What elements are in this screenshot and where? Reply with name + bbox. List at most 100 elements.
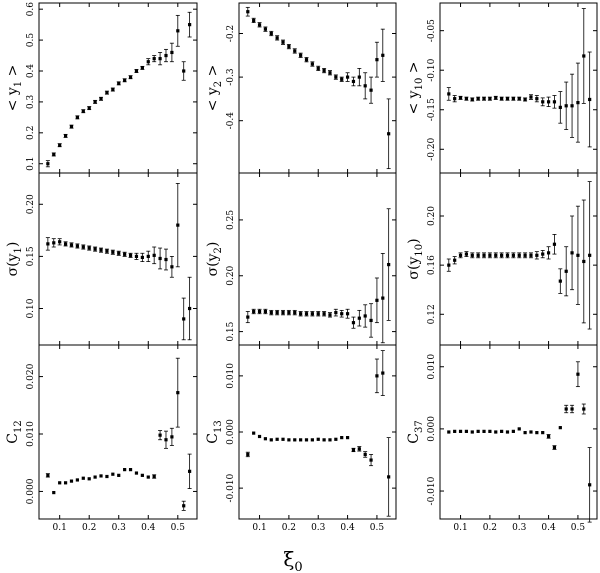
data-point [123,468,127,472]
data-point [252,309,256,314]
data-point [105,474,109,479]
data-point [447,92,451,96]
data-point [334,311,338,315]
data-point [381,53,385,57]
data-point [529,95,533,99]
data-point [523,97,527,102]
data-point [363,452,367,457]
data-point [111,250,115,254]
data-point [275,437,279,441]
data-point [381,371,385,375]
data-point [182,317,186,321]
y-tick-label: 0.000 [26,478,36,504]
data-point [304,438,309,442]
data-point [541,431,545,435]
y-tick-label: 0.000 [427,416,437,442]
data-point [257,434,262,439]
data-point [123,252,127,256]
y-tick-label: 0.010 [226,363,236,389]
data-point [146,60,150,64]
data-point [176,391,180,395]
data-point [99,248,103,252]
x-tick-label: 0.1 [53,523,67,533]
y-tick-label: -0.010 [226,473,236,502]
data-point [588,97,592,102]
data-point [158,433,162,437]
data-point [46,162,50,166]
data-point [453,429,457,433]
data-point [299,53,303,57]
data-point [281,311,285,315]
x-tick-label: 0.5 [571,523,586,533]
data-point [453,258,457,262]
data-point [81,245,85,249]
data-point [287,44,291,49]
panel-frame [38,172,198,346]
data-point [87,246,91,250]
data-point [387,132,391,136]
y-axis-label: < y2 > [205,65,224,112]
data-point [570,407,574,411]
x-tick-label: 0.2 [82,523,96,533]
data-point [52,241,56,245]
panel-sigma-y10: 0.12 0.16 0.20 σ(y10) [406,172,598,346]
data-point [564,269,568,273]
data-point [387,475,391,479]
data-point [46,473,50,477]
y-tick-label: -0.3 [226,68,236,86]
y-axis-label: < y10 > [406,61,425,114]
data-point [299,312,303,316]
data-point [128,253,133,257]
data-point [576,372,580,376]
panel-mean-y1: 0.1 0.2 0.3 0.4 0.5 0.6 < y1 > [5,2,198,174]
data-point [164,53,168,58]
data-point [69,125,74,129]
data-point [500,97,504,101]
data-point [363,314,367,318]
data-point [117,81,121,85]
y-tick-label: 0.15 [26,246,36,266]
data-point [494,430,498,434]
y-tick-label: 0.2 [26,126,36,140]
data-point [263,27,268,31]
data-point [164,257,168,262]
data-point [523,253,527,257]
data-point [447,263,451,267]
data-point [588,253,592,257]
y-tick-label: -0.20 [427,137,437,160]
data-point [75,115,79,119]
x-tick-label: 0.1 [252,523,266,533]
data-point [476,97,480,101]
data-point [564,407,568,411]
data-point [176,29,180,33]
panel-c13: -0.010 0.000 0.010 0.1 0.2 0.3 0.4 0.5 C13 [205,344,397,533]
data-point [69,243,74,247]
data-point [75,244,79,248]
data-point [357,316,361,320]
data-point [123,78,127,82]
data-point [128,468,133,472]
panels-group: 0.1 0.2 0.3 0.4 0.5 0.6 < y1 > -0.2 -0.3 -0.4< y2… [5,2,598,533]
y-tick-label: 0.1 [26,157,36,171]
panel-frame [439,344,598,520]
data-point [552,445,557,450]
data-point [111,87,115,92]
data-point [176,223,180,227]
data-point [529,430,533,434]
data-point [140,255,144,260]
data-point [345,312,350,316]
data-point [293,438,297,442]
data-point [93,475,97,479]
panel-mean-y2: -0.2 -0.3 -0.4< y2 > [205,2,397,174]
data-point [322,438,326,442]
data-point [257,309,262,314]
data-point [458,96,463,100]
data-point [375,298,379,302]
data-point [517,427,521,431]
y-axis-label: C12 [5,420,24,443]
data-point [105,91,109,95]
data-point [576,253,580,257]
data-point [275,36,279,40]
y-tick-label: 0.4 [26,64,36,79]
data-point [552,242,557,246]
